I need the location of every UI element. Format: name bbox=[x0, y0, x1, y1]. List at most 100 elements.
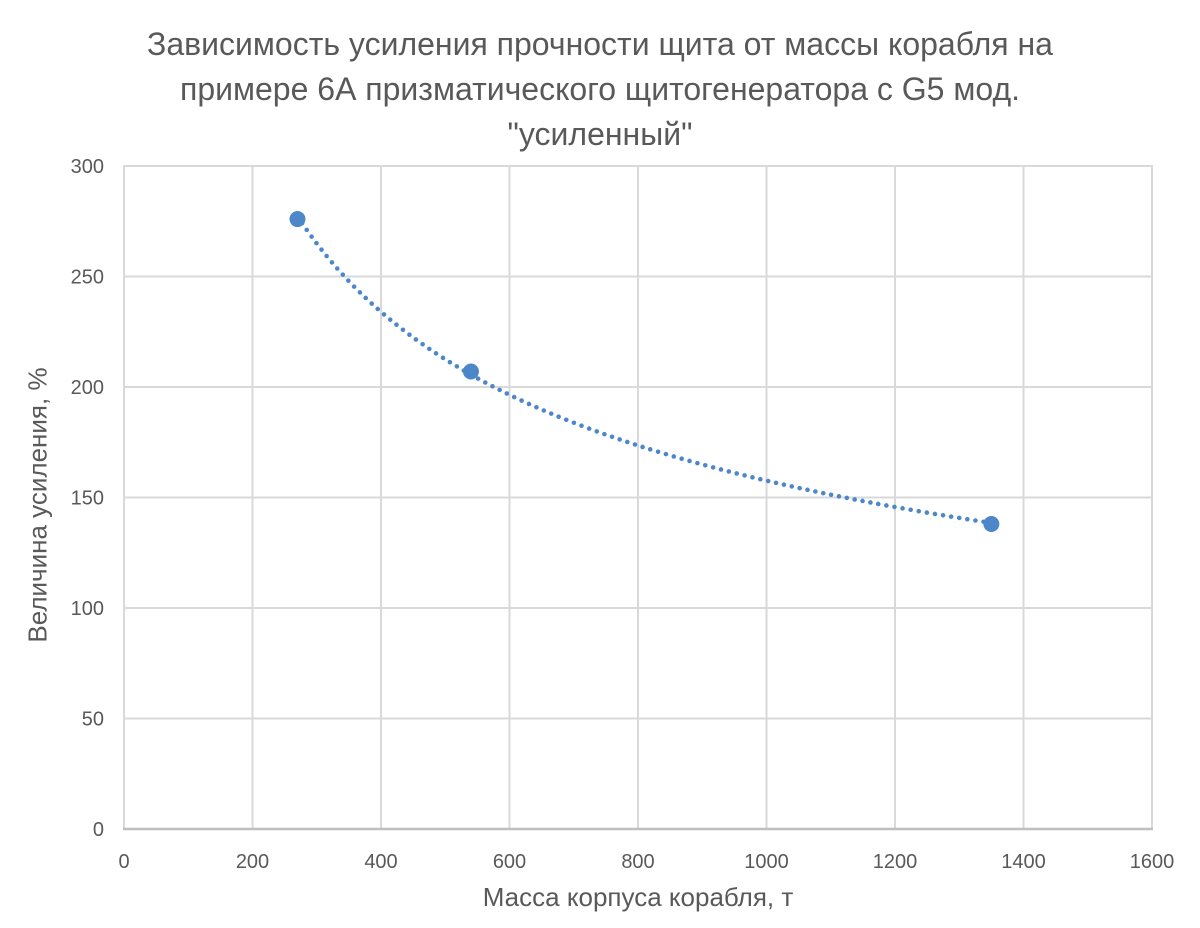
trendline-dot bbox=[334, 266, 340, 271]
x-tick-label: 0 bbox=[118, 851, 129, 873]
trendline-dot bbox=[526, 401, 532, 407]
trendline-dot bbox=[309, 234, 314, 239]
trendline-dot bbox=[734, 471, 740, 476]
trendline-dot bbox=[718, 467, 724, 472]
trendline-dot bbox=[454, 364, 460, 369]
trendline-dot bbox=[916, 508, 922, 514]
trendline-dot bbox=[860, 498, 865, 504]
trendline-dot bbox=[346, 278, 351, 283]
trendline-dot bbox=[440, 355, 446, 361]
trendline-dot bbox=[765, 478, 771, 484]
trendline-dot bbox=[314, 240, 319, 246]
trendline-dot bbox=[482, 380, 488, 385]
trendline-dot bbox=[407, 332, 412, 338]
trendline-dot bbox=[433, 351, 439, 356]
trendline-dot bbox=[671, 454, 677, 459]
trendline-dot bbox=[900, 506, 905, 511]
trendline-dot bbox=[640, 444, 645, 450]
trendline-dot bbox=[602, 431, 607, 437]
y-tick-label: 100 bbox=[71, 598, 104, 620]
trendline-dot bbox=[369, 301, 375, 306]
trendline-dot bbox=[490, 383, 495, 389]
trendline-dot bbox=[797, 485, 802, 491]
x-tick-label: 800 bbox=[621, 851, 654, 873]
trendline-dot bbox=[868, 500, 873, 505]
trendline-dot bbox=[304, 227, 310, 233]
trendline-dot bbox=[844, 495, 850, 501]
trendline-dot bbox=[828, 492, 834, 498]
trendline-dot bbox=[695, 460, 700, 466]
trendline-dot bbox=[329, 260, 335, 265]
trendline-dot bbox=[394, 322, 399, 328]
data-point-marker bbox=[289, 211, 306, 228]
y-tick-label: 200 bbox=[71, 377, 104, 399]
trendline-dot bbox=[679, 456, 684, 462]
trendline-dot bbox=[497, 387, 502, 393]
x-tick-label: 1600 bbox=[1130, 851, 1175, 873]
trendline-dot bbox=[324, 253, 329, 259]
trendline-dot bbox=[571, 420, 577, 426]
chart-title-line: "усиленный" bbox=[507, 116, 693, 152]
x-tick-label: 1400 bbox=[1001, 851, 1046, 873]
trendline-dot bbox=[586, 426, 592, 431]
trendline-dot bbox=[948, 514, 954, 519]
x-tick-label: 400 bbox=[364, 851, 397, 873]
trendline-dot bbox=[351, 284, 357, 289]
trendline-dot bbox=[475, 376, 481, 381]
y-tick-label: 300 bbox=[71, 156, 104, 178]
trendline-dot bbox=[504, 391, 510, 396]
trendline-dot bbox=[548, 411, 554, 416]
trendline-dot bbox=[413, 337, 419, 342]
trendline-dot bbox=[563, 417, 569, 423]
trendline-dot bbox=[427, 346, 432, 352]
trendline-dot bbox=[805, 487, 810, 493]
x-tick-label: 600 bbox=[493, 851, 526, 873]
trendline-dot bbox=[973, 518, 978, 523]
trendline-dot bbox=[852, 497, 857, 502]
trendline-dot bbox=[758, 476, 763, 482]
x-axis-title: Масса корпуса корабля, т bbox=[482, 882, 794, 912]
trendline-dot bbox=[687, 458, 692, 464]
trendline-dot bbox=[541, 408, 547, 413]
trendline-dot bbox=[363, 295, 369, 301]
y-tick-label: 150 bbox=[71, 488, 104, 510]
trendline-dot bbox=[750, 475, 755, 480]
y-tick-label: 0 bbox=[93, 819, 104, 841]
trendline-dot bbox=[742, 473, 747, 478]
data-point-marker bbox=[983, 516, 1000, 533]
trendline-dot bbox=[632, 442, 638, 447]
x-tick-label: 200 bbox=[236, 851, 269, 873]
trendline-dot bbox=[663, 451, 669, 457]
trendline-dot bbox=[617, 437, 622, 442]
trendline-dot bbox=[789, 484, 795, 489]
trendline-dot bbox=[875, 501, 881, 507]
trendline-dot bbox=[781, 482, 787, 487]
trendline-dot bbox=[340, 272, 346, 277]
trendline-dot bbox=[400, 327, 406, 333]
data-point-marker bbox=[462, 363, 479, 380]
trendline-dot bbox=[965, 516, 970, 522]
trendline-dot bbox=[534, 404, 539, 410]
trendline-dot bbox=[908, 507, 913, 513]
trendline-dot bbox=[820, 490, 826, 496]
trendline-dot bbox=[956, 515, 962, 521]
trendline-dot bbox=[319, 247, 324, 252]
y-tick-label: 250 bbox=[71, 267, 104, 289]
trendline-dot bbox=[702, 462, 708, 468]
trendline-dot bbox=[647, 447, 653, 452]
trendline-dot bbox=[924, 510, 930, 515]
trendline-dot bbox=[655, 449, 661, 455]
trendline-dot bbox=[884, 503, 889, 508]
trendline-dot bbox=[579, 423, 584, 429]
trendline-dot bbox=[375, 306, 381, 312]
trendline-dot bbox=[726, 469, 732, 474]
trendline-dot bbox=[519, 398, 524, 403]
trendline-dot bbox=[387, 317, 393, 322]
trendline-dot bbox=[625, 439, 630, 445]
chart-title-line: Зависимость усиления прочности щита от м… bbox=[147, 26, 1053, 62]
trendline-dot bbox=[447, 359, 453, 365]
trendline-dot bbox=[381, 312, 387, 317]
trendline-dot bbox=[357, 290, 363, 295]
